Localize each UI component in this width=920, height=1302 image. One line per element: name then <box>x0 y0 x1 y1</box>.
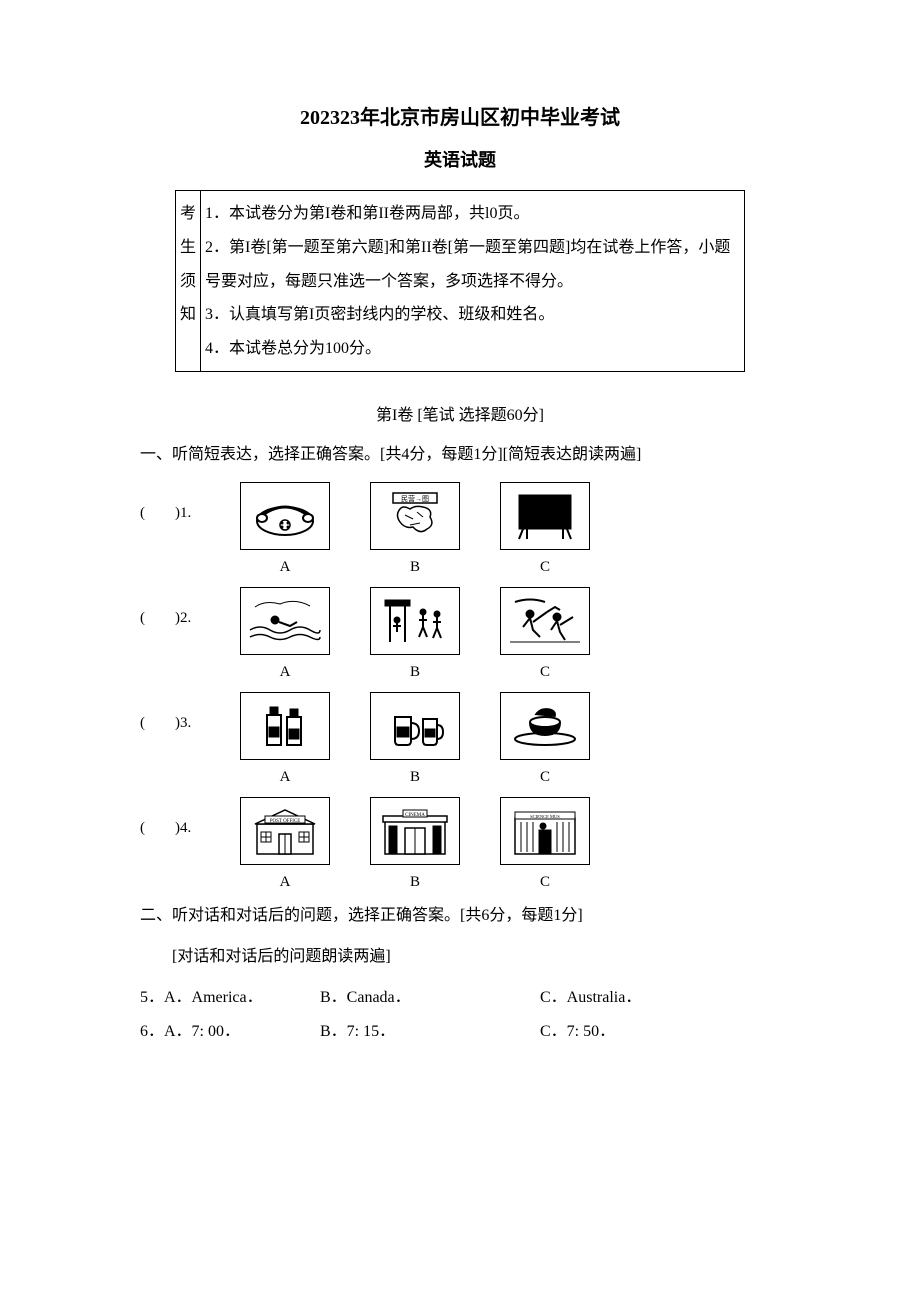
mc-option-c: C．Australia． <box>540 984 740 1013</box>
image-option: 民营→图 B <box>370 482 460 581</box>
image-option: SCIENCE MUS C <box>500 797 590 896</box>
question-number: ( )3. <box>140 692 240 737</box>
mc-question-row: 6．A．7: 00． B．7: 15． C．7: 50． <box>140 1018 780 1047</box>
section2-sub: [对话和对话后的问题朗读两遍] <box>140 943 780 972</box>
svg-text:CINEMA: CINEMA <box>405 813 425 818</box>
image-option: C <box>500 482 590 581</box>
question-number: ( )1. <box>140 482 240 527</box>
image-option: B <box>370 587 460 686</box>
option-letter: A <box>280 554 291 581</box>
playground-icon <box>370 587 460 655</box>
sub-title: 英语试题 <box>140 144 780 176</box>
instructions-box: 考 生 须 知 1．本试卷分为第I卷和第II卷两局部，共l0页。 2．第I卷[第… <box>175 190 745 372</box>
instruction-item: 1．本试卷分为第I卷和第II卷两局部，共l0页。 <box>205 197 740 231</box>
option-letter: C <box>540 764 550 791</box>
instructions-content: 1．本试卷分为第I卷和第II卷两局部，共l0页。 2．第I卷[第一题至第六题]和… <box>201 191 745 372</box>
option-letter: A <box>280 869 291 896</box>
image-option: A <box>240 692 330 791</box>
mc-option-c: C．7: 50． <box>540 1018 740 1047</box>
question-number: ( )2. <box>140 587 240 632</box>
image-options: POST OFFICE A CINEMA <box>240 797 590 896</box>
option-letter: B <box>410 869 420 896</box>
option-letter: B <box>410 764 420 791</box>
post-office-icon: POST OFFICE <box>240 797 330 865</box>
option-letter: C <box>540 659 550 686</box>
image-question-row: ( )4. POST OFFICE A <box>140 797 780 896</box>
section1-title: 一、听简短表达，选择正确答案。[共4分，每题1分][简短表达朗读两遍] <box>140 441 780 470</box>
mc-option-a: 5．A．America． <box>140 984 320 1013</box>
blackboard-icon <box>500 482 590 550</box>
option-letter: B <box>410 659 420 686</box>
mc-question-row: 5．A．America． B．Canada． C．Australia． <box>140 984 780 1013</box>
option-letter: A <box>280 764 291 791</box>
option-letter: B <box>410 554 420 581</box>
instruction-item: 4．本试卷总分为100分。 <box>205 332 740 366</box>
farming-icon <box>500 587 590 655</box>
image-question-row: ( )3. A <box>140 692 780 791</box>
phone-icon <box>240 482 330 550</box>
image-option: A <box>240 587 330 686</box>
svg-text:SCIENCE MUS: SCIENCE MUS <box>530 814 560 819</box>
bowl-icon <box>500 692 590 760</box>
svg-text:POST OFFICE: POST OFFICE <box>270 819 301 824</box>
option-letter: C <box>540 554 550 581</box>
mc-option-b: B．7: 15． <box>320 1018 540 1047</box>
vert-char: 须 <box>180 265 196 299</box>
option-letter: A <box>280 659 291 686</box>
svg-text:民营→图: 民营→图 <box>401 494 429 503</box>
vert-char: 生 <box>180 231 196 265</box>
swimming-icon <box>240 587 330 655</box>
bottles-icon <box>240 692 330 760</box>
image-option: C <box>500 587 590 686</box>
image-options: A B <box>240 692 590 791</box>
instruction-item: 3．认真填写第I页密封线内的学校、班级和姓名。 <box>205 298 740 332</box>
mc-option-b: B．Canada． <box>320 984 540 1013</box>
cinema-icon: CINEMA <box>370 797 460 865</box>
part1-header: 第I卷 [笔试 选择题60分] <box>140 402 780 431</box>
main-title: 202323年北京市房山区初中毕业考试 <box>140 100 780 136</box>
image-options: A 民营→图 B <box>240 482 590 581</box>
image-option: C <box>500 692 590 791</box>
image-option: POST OFFICE A <box>240 797 330 896</box>
image-option: A <box>240 482 330 581</box>
cups-icon <box>370 692 460 760</box>
image-options: A B <box>240 587 590 686</box>
instruction-item: 2．第I卷[第一题至第六题]和第II卷[第一题至第四题]均在试卷上作答，小题号要… <box>205 231 740 298</box>
vert-char: 考 <box>180 197 196 231</box>
image-option: B <box>370 692 460 791</box>
instructions-label: 考 生 须 知 <box>176 191 201 372</box>
question-number: ( )4. <box>140 797 240 842</box>
image-option: CINEMA B <box>370 797 460 896</box>
image-question-row: ( )1. A 民营→图 <box>140 482 780 581</box>
section2-title: 二、听对话和对话后的问题，选择正确答案。[共6分，每题1分] <box>140 902 780 931</box>
vert-char: 知 <box>180 298 196 332</box>
image-question-row: ( )2. A <box>140 587 780 686</box>
mc-option-a: 6．A．7: 00． <box>140 1018 320 1047</box>
museum-icon: SCIENCE MUS <box>500 797 590 865</box>
option-letter: C <box>540 869 550 896</box>
map-icon: 民营→图 <box>370 482 460 550</box>
